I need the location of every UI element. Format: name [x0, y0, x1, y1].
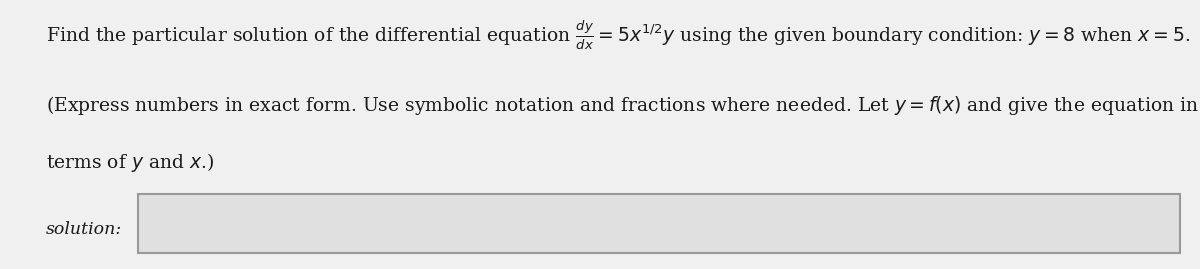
Text: (Express numbers in exact form. Use symbolic notation and fractions where needed: (Express numbers in exact form. Use symb… [46, 94, 1199, 117]
Text: Find the particular solution of the differential equation $\frac{dy}{dx} = 5x^{1: Find the particular solution of the diff… [46, 19, 1189, 52]
Text: solution:: solution: [46, 221, 122, 238]
Text: terms of $y$ and $x$.): terms of $y$ and $x$.) [46, 151, 214, 174]
FancyBboxPatch shape [138, 194, 1180, 253]
